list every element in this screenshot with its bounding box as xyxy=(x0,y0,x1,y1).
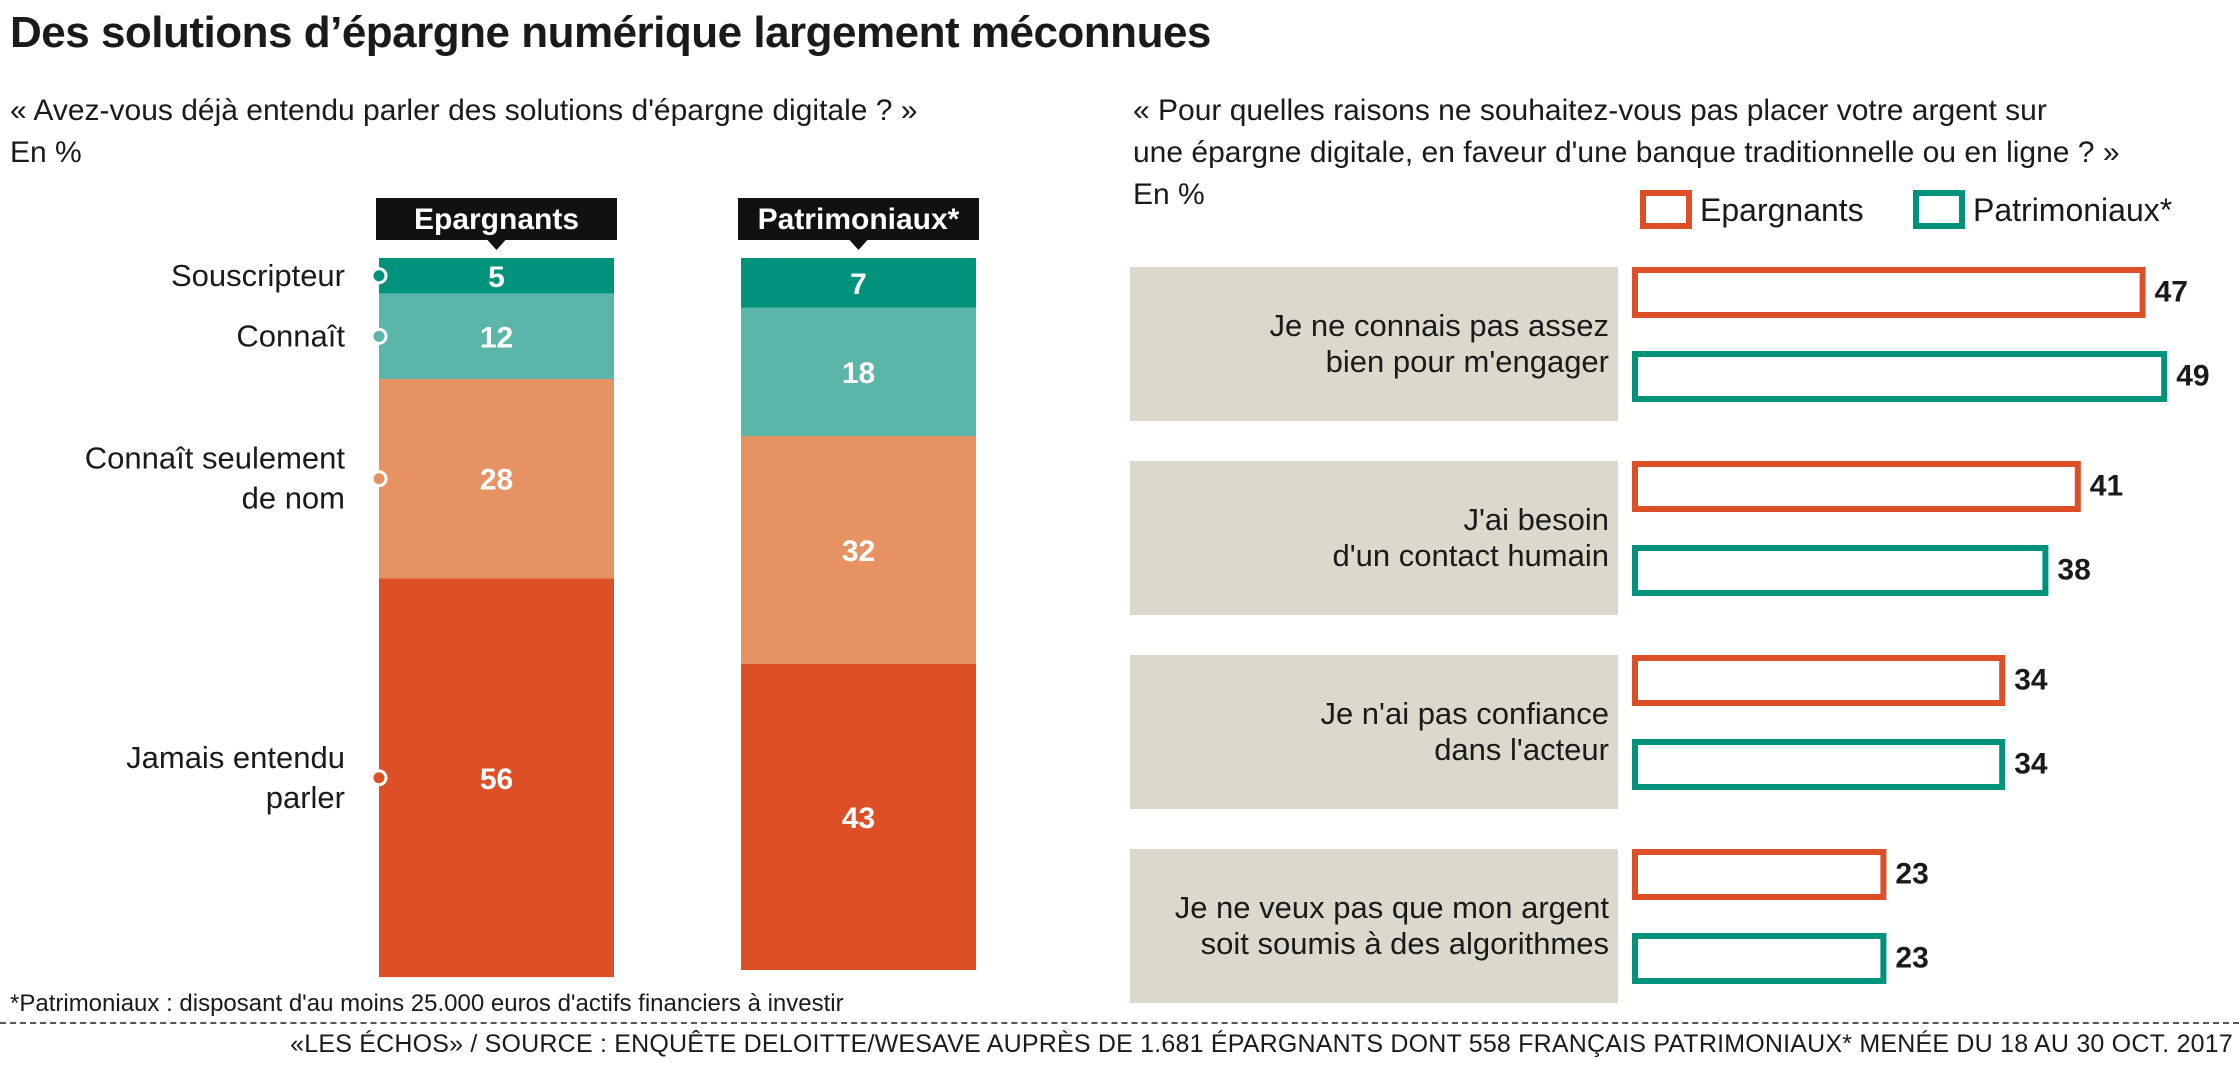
bar-header-box xyxy=(376,198,617,240)
data-label: 5 xyxy=(488,261,505,294)
bar-header-label: Epargnants xyxy=(414,203,579,236)
bar-segment xyxy=(741,307,976,436)
series-label: Jamais entendu xyxy=(126,740,345,775)
bar xyxy=(1632,545,2049,596)
legend-swatch xyxy=(1913,190,1965,229)
series-label: Souscripteur xyxy=(171,258,345,293)
category-label-box xyxy=(1130,461,1618,615)
bar xyxy=(1632,933,1887,984)
category-label: d'un contact humain xyxy=(1333,538,1610,573)
series-marker-dot xyxy=(370,769,388,787)
bar-header-label: Patrimoniaux* xyxy=(758,203,960,236)
bar-header-box xyxy=(738,198,979,240)
series-marker-dot xyxy=(370,470,388,488)
bar-segment xyxy=(741,436,976,664)
category-label: Je ne connais pas assez xyxy=(1270,308,1610,343)
bar-segment xyxy=(741,258,976,308)
bar xyxy=(1632,655,2006,706)
bar-segment xyxy=(379,258,614,294)
data-label: 18 xyxy=(842,357,875,390)
chart-title: Des solutions d’épargne numérique largem… xyxy=(10,8,1211,57)
category-label: Je ne veux pas que mon argent xyxy=(1175,890,1610,925)
footnote: *Patrimoniaux : disposant d'au moins 25.… xyxy=(10,990,844,1017)
bar xyxy=(1632,267,2146,318)
series-label: Connaît seulement xyxy=(85,441,346,476)
bar-header-pointer xyxy=(849,240,868,250)
data-label: 23 xyxy=(1895,858,1928,891)
data-label: 43 xyxy=(842,802,875,835)
bar xyxy=(1632,739,2006,790)
category-label-box xyxy=(1130,655,1618,809)
right-question-line-2: une épargne digitale, en faveur d'une ba… xyxy=(1133,136,2120,169)
divider xyxy=(0,1022,2239,1024)
category-label: Je n'ai pas confiance xyxy=(1320,696,1609,731)
right-unit: En % xyxy=(1133,178,1205,211)
data-label: 41 xyxy=(2090,470,2123,503)
bar-header-pointer xyxy=(487,240,506,250)
category-label: dans l'acteur xyxy=(1434,732,1609,767)
bar-segment xyxy=(379,293,614,380)
category-label-box xyxy=(1130,849,1618,1003)
stacked-bar-chart: Epargnants 5 12 28 56 Patrimoniaux* 7 18 32 43 Sou… xyxy=(85,198,979,978)
left-question: « Avez-vous déjà entendu parler des solu… xyxy=(10,94,918,127)
data-label: 34 xyxy=(2014,748,2048,781)
data-label: 47 xyxy=(2155,276,2188,309)
right-question-line-1: « Pour quelles raisons ne souhaitez-vous… xyxy=(1133,94,2047,127)
legend-label: Patrimoniaux* xyxy=(1973,192,2172,228)
data-label: 38 xyxy=(2057,554,2090,587)
legend-swatch xyxy=(1640,190,1692,229)
bar-segment xyxy=(741,663,976,970)
legend-label: Epargnants xyxy=(1700,192,1864,228)
category-label: bien pour m'engager xyxy=(1326,344,1609,379)
bar xyxy=(1632,461,2081,512)
data-label: 56 xyxy=(480,763,513,796)
data-label: 23 xyxy=(1895,942,1928,975)
series-marker-dot xyxy=(370,327,388,345)
data-label: 34 xyxy=(2014,664,2048,697)
series-label: Connaît xyxy=(236,318,345,353)
data-label: 49 xyxy=(2176,360,2209,393)
category-label: soit soumis à des algorithmes xyxy=(1201,926,1609,961)
data-label: 7 xyxy=(850,268,867,301)
horizontal-bar-chart: Epargnants Patrimoniaux* Je ne connais pas… xyxy=(1130,190,2210,1003)
series-label: parler xyxy=(266,780,345,815)
category-label-box xyxy=(1130,267,1618,421)
left-unit: En % xyxy=(10,136,82,169)
category-label: J'ai besoin xyxy=(1463,502,1609,537)
data-label: 12 xyxy=(480,321,513,354)
bar xyxy=(1632,849,1887,900)
source: «LES ÉCHOS» / SOURCE : ENQUÊTE DELOITTE/… xyxy=(290,1030,2233,1058)
data-label: 32 xyxy=(842,535,875,568)
series-marker-dot xyxy=(370,267,388,285)
bar xyxy=(1632,351,2168,402)
bar-segment xyxy=(379,578,614,978)
data-label: 28 xyxy=(480,464,513,497)
bar-segment xyxy=(379,379,614,579)
series-label: de nom xyxy=(242,481,345,516)
